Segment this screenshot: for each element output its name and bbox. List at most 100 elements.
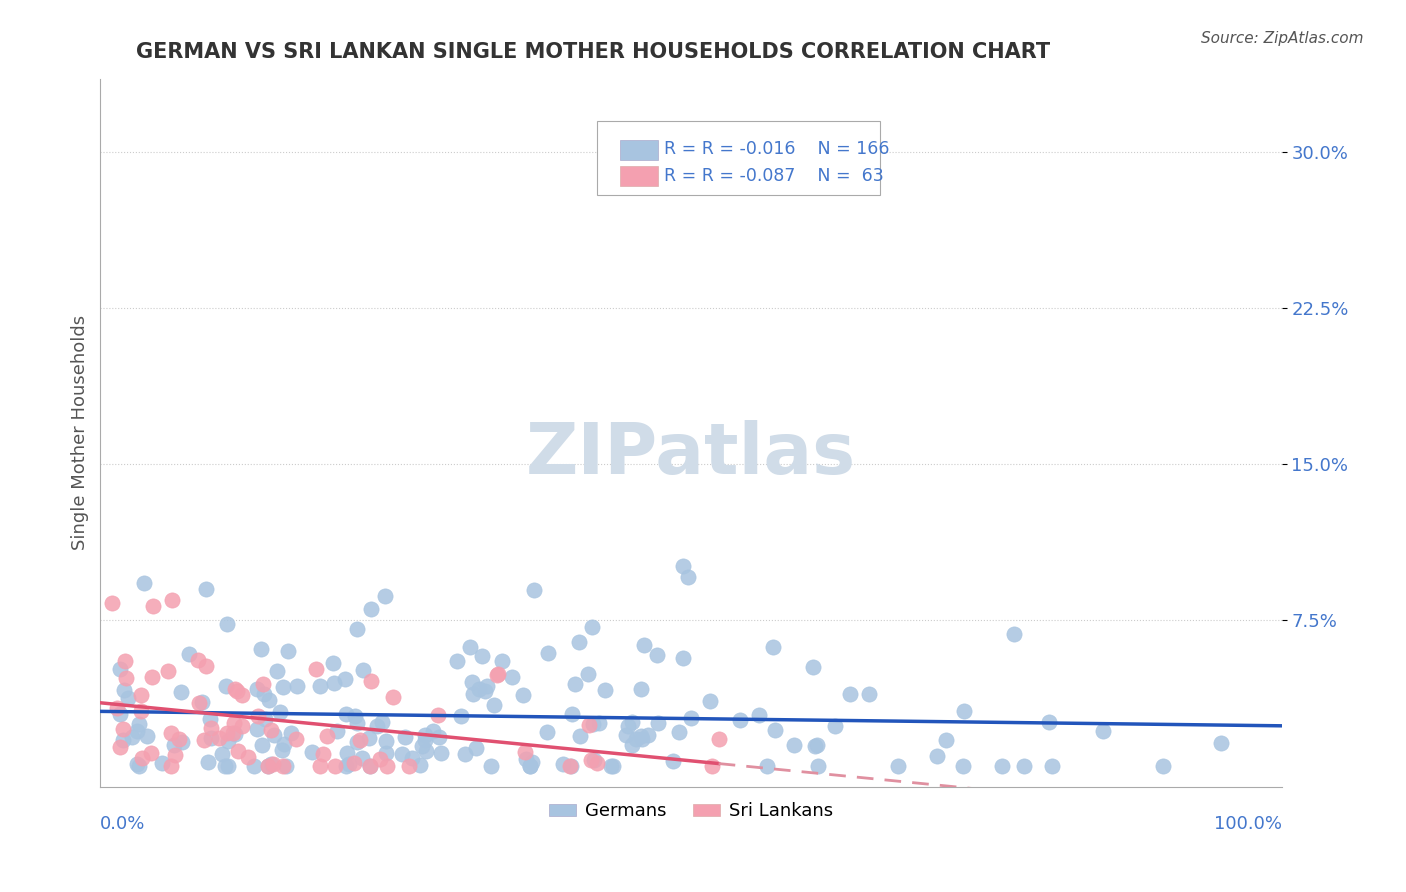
Point <box>217 726 239 740</box>
Point <box>346 622 368 636</box>
Point <box>163 738 186 752</box>
Point <box>108 706 131 721</box>
Point <box>200 721 222 735</box>
Point <box>346 735 368 749</box>
Point <box>374 589 396 603</box>
Text: 0.0%: 0.0% <box>100 815 146 833</box>
FancyBboxPatch shape <box>620 139 658 160</box>
Point <box>128 716 150 731</box>
Point <box>748 707 770 722</box>
Point <box>614 728 637 742</box>
Point <box>152 756 174 770</box>
Point <box>415 744 437 758</box>
Point <box>359 759 381 773</box>
Point <box>568 729 591 743</box>
Point <box>141 670 163 684</box>
Point <box>222 716 245 731</box>
Point <box>188 696 211 710</box>
Point <box>256 759 278 773</box>
Point <box>322 657 344 671</box>
Point <box>626 731 648 746</box>
Point <box>222 726 245 740</box>
Point <box>254 712 277 726</box>
Point <box>558 759 581 773</box>
Point <box>519 759 541 773</box>
Point <box>578 717 600 731</box>
Text: Source: ZipAtlas.com: Source: ZipAtlas.com <box>1201 31 1364 46</box>
Point <box>101 596 124 610</box>
Point <box>479 759 502 773</box>
Point <box>191 695 214 709</box>
Point <box>247 709 270 723</box>
Point <box>536 725 558 739</box>
Point <box>925 748 948 763</box>
FancyBboxPatch shape <box>596 121 880 195</box>
Point <box>129 688 152 702</box>
Point <box>474 683 496 698</box>
Point <box>394 730 416 744</box>
Point <box>259 693 281 707</box>
Point <box>1092 723 1115 738</box>
Point <box>131 751 153 765</box>
Point <box>231 688 253 702</box>
Point <box>197 755 219 769</box>
Point <box>260 723 283 738</box>
Point <box>783 739 806 753</box>
Point <box>224 727 246 741</box>
Point <box>1209 736 1232 750</box>
Point <box>382 690 405 704</box>
Point <box>1040 759 1063 773</box>
Point <box>586 756 609 771</box>
Point <box>368 752 391 766</box>
FancyBboxPatch shape <box>620 166 658 186</box>
Point <box>468 681 491 696</box>
Point <box>160 592 183 607</box>
Point <box>252 677 274 691</box>
Point <box>273 737 295 751</box>
Point <box>668 725 690 739</box>
Point <box>226 684 249 698</box>
Point <box>661 754 683 768</box>
Point <box>482 698 505 712</box>
Point <box>366 718 388 732</box>
Text: R = R = -0.087    N =  63: R = R = -0.087 N = 63 <box>664 167 883 185</box>
Point <box>141 746 163 760</box>
Point <box>350 751 373 765</box>
Point <box>259 757 281 772</box>
Point <box>824 719 846 733</box>
Point <box>806 738 828 752</box>
Point <box>1002 627 1025 641</box>
Point <box>132 576 155 591</box>
Point <box>262 756 284 771</box>
Text: ZIPatlas: ZIPatlas <box>526 419 856 489</box>
Point <box>512 688 534 702</box>
Point <box>620 738 643 752</box>
Point <box>335 707 357 722</box>
Point <box>167 732 190 747</box>
Point <box>114 671 136 685</box>
Point <box>125 724 148 739</box>
Point <box>326 723 349 738</box>
Point <box>208 731 231 745</box>
Point <box>491 655 513 669</box>
Point <box>1152 759 1174 773</box>
Point <box>215 679 238 693</box>
Point <box>112 683 135 698</box>
Point <box>513 745 536 759</box>
Point <box>461 674 484 689</box>
Y-axis label: Single Mother Households: Single Mother Households <box>72 315 89 550</box>
Point <box>681 711 703 725</box>
Point <box>360 674 382 689</box>
Point <box>128 759 150 773</box>
Point <box>200 731 222 745</box>
Point <box>284 731 307 746</box>
Point <box>352 663 374 677</box>
Point <box>217 616 239 631</box>
Point <box>323 676 346 690</box>
Point <box>253 687 276 701</box>
Point <box>560 759 582 773</box>
Point <box>401 751 423 765</box>
Point <box>630 729 652 743</box>
Point <box>756 759 779 773</box>
Point <box>374 746 396 760</box>
